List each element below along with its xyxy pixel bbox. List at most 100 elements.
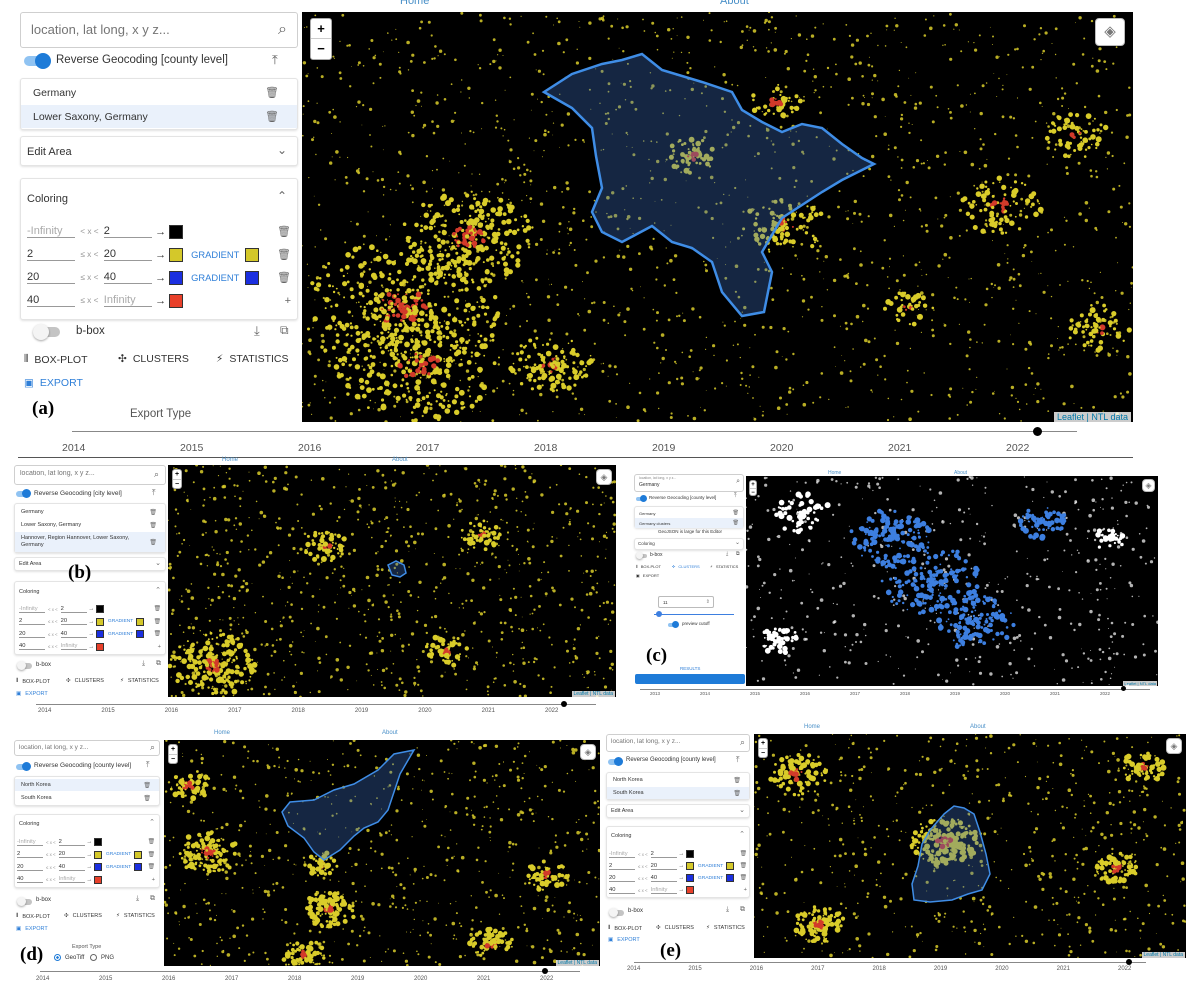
- timeline-year[interactable]: 2017: [416, 442, 440, 454]
- download-icon[interactable]: ⤓: [254, 323, 260, 338]
- trash-icon[interactable]: 🗑: [153, 618, 161, 625]
- timeline-year[interactable]: 2019: [652, 442, 676, 454]
- layers-button[interactable]: ◈: [1095, 18, 1125, 46]
- rule-to-input[interactable]: 2: [650, 851, 677, 858]
- gradient-label[interactable]: GRADIENT: [697, 875, 724, 881]
- timeline-year[interactable]: 2015: [180, 442, 204, 454]
- search-box[interactable]: ⌕: [20, 12, 298, 48]
- gradient-color-swatch[interactable]: [136, 617, 145, 626]
- download-icon[interactable]: ⤓: [726, 551, 729, 557]
- rule-from-input[interactable]: 2: [19, 618, 45, 626]
- region-item[interactable]: Hannover, Region Hannover, Lower Saxony,…: [15, 532, 165, 552]
- trash-icon[interactable]: 🗑: [277, 249, 291, 261]
- reverse-geocoding-toggle[interactable]: [608, 757, 623, 766]
- zoom-in-button[interactable]: +: [750, 482, 756, 489]
- rule-color-swatch[interactable]: [169, 270, 184, 285]
- cutoff-slider[interactable]: [654, 614, 734, 615]
- trash-icon[interactable]: 🗑: [143, 795, 151, 802]
- zoom-in-button[interactable]: +: [759, 740, 767, 749]
- rule-color-swatch[interactable]: [169, 247, 184, 262]
- box-plot-button[interactable]: ⫴ BOX-PLOT: [16, 678, 51, 685]
- region-item[interactable]: South Korea 🗑: [607, 787, 749, 799]
- gradient-color-swatch[interactable]: [134, 850, 143, 859]
- timeline-track[interactable]: [634, 962, 1146, 963]
- map-attribution[interactable]: Leaflet | NTL data: [571, 691, 615, 697]
- trash-icon[interactable]: 🗑: [143, 782, 151, 789]
- map-attribution[interactable]: Leaflet | NTL data: [1141, 952, 1185, 958]
- timeline-year[interactable]: 2015: [101, 708, 115, 714]
- nav-home[interactable]: Home: [214, 730, 231, 736]
- chevron-down-icon[interactable]: ⌄: [155, 560, 161, 567]
- timeline-year[interactable]: 2014: [38, 708, 52, 714]
- timeline-year[interactable]: 2020: [1000, 691, 1011, 696]
- gradient-label[interactable]: GRADIENT: [105, 864, 132, 870]
- trash-icon[interactable]: 🗑: [149, 539, 157, 546]
- timeline-year[interactable]: 2022: [540, 976, 554, 982]
- nav-home[interactable]: Home: [804, 724, 821, 730]
- timeline-year[interactable]: 2015: [99, 976, 113, 982]
- timeline-year[interactable]: 2017: [811, 966, 825, 972]
- timeline-year[interactable]: 2016: [164, 708, 179, 714]
- region-item[interactable]: Germany 🗑: [635, 508, 743, 518]
- timeline-year[interactable]: 2014: [62, 442, 86, 454]
- timeline-handle[interactable]: [561, 701, 567, 707]
- trash-icon[interactable]: 🗑: [147, 864, 155, 871]
- copy-icon[interactable]: ⧉: [736, 551, 740, 557]
- region-item[interactable]: North Korea 🗑: [607, 774, 749, 786]
- bbox-toggle[interactable]: [17, 897, 32, 906]
- layers-button[interactable]: ◈: [596, 469, 612, 485]
- clusters-button[interactable]: ✣ CLUSTERS: [64, 913, 102, 919]
- gradient-label[interactable]: GRADIENT: [191, 272, 240, 283]
- timeline-year[interactable]: 2021: [481, 708, 495, 714]
- timeline-year[interactable]: 2016: [162, 976, 176, 982]
- nav-home[interactable]: Home: [222, 457, 239, 463]
- timeline-year[interactable]: 2016: [749, 966, 764, 972]
- timeline-year[interactable]: 2018: [291, 708, 305, 714]
- chevron-up-icon[interactable]: ⌃: [155, 587, 161, 594]
- region-item[interactable]: Lower Saxony, Germany 🗑: [15, 519, 165, 531]
- gradient-label[interactable]: GRADIENT: [105, 852, 132, 858]
- timeline-handle[interactable]: [1121, 686, 1126, 691]
- chevron-down-icon[interactable]: ⌄: [734, 540, 740, 546]
- gradient-color-swatch[interactable]: [726, 874, 735, 882]
- zoom-in-button[interactable]: +: [173, 471, 181, 480]
- rule-to-input[interactable]: 20: [650, 863, 677, 870]
- upload-icon[interactable]: ⤒: [146, 760, 150, 769]
- stepper-icon[interactable]: ⇕: [705, 599, 710, 605]
- rule-to-input[interactable]: 2: [103, 225, 152, 238]
- timeline-year[interactable]: 2019: [950, 691, 961, 696]
- search-icon[interactable]: ⌕: [739, 737, 745, 747]
- timeline-year[interactable]: 2017: [228, 708, 242, 714]
- rule-from-input[interactable]: 20: [609, 875, 635, 882]
- nav-about[interactable]: About: [954, 470, 968, 476]
- box-plot-button[interactable]: ⫴ BOX-PLOT: [16, 913, 51, 920]
- search-icon[interactable]: ⌕: [153, 469, 159, 479]
- rule-to-input[interactable]: 20: [103, 248, 152, 261]
- chevron-up-icon[interactable]: ⌃: [739, 831, 745, 838]
- clusters-button[interactable]: ✣ CLUSTERS: [118, 353, 189, 365]
- search-box[interactable]: ⌕: [14, 465, 166, 485]
- preview-cutoff-toggle[interactable]: [668, 621, 679, 628]
- gradient-label[interactable]: GRADIENT: [191, 249, 240, 260]
- timeline-year[interactable]: 2019: [351, 976, 365, 982]
- timeline-year[interactable]: 2018: [534, 442, 558, 454]
- trash-icon[interactable]: 🗑: [739, 851, 747, 857]
- zoom-out-button[interactable]: −: [170, 756, 176, 763]
- export-button[interactable]: ▣ EXPORT: [16, 691, 48, 697]
- region-item[interactable]: Germany 🗑: [21, 81, 297, 104]
- map-attribution[interactable]: Leaflet | NTL data: [1053, 412, 1131, 422]
- region-item[interactable]: Lower Saxony, Germany 🗑: [21, 105, 297, 128]
- search-input[interactable]: [19, 744, 142, 751]
- timeline-year[interactable]: 2020: [418, 708, 432, 714]
- trash-icon[interactable]: 🗑: [732, 510, 739, 516]
- rule-from-input[interactable]: 2: [17, 851, 43, 859]
- timeline-year[interactable]: 2020: [770, 442, 794, 454]
- search-box[interactable]: ⌕: [606, 734, 750, 752]
- timeline-year[interactable]: 2017: [850, 691, 861, 696]
- edit-area-accordion[interactable]: Edit Area ⌄: [20, 136, 298, 166]
- coloring-accordion[interactable]: Coloring ⌄: [634, 538, 744, 550]
- zoom-out-button[interactable]: −: [174, 481, 180, 488]
- zoom-in-button[interactable]: +: [169, 746, 177, 755]
- add-icon[interactable]: +: [157, 643, 161, 650]
- edit-area-accordion[interactable]: Edit Area ⌄: [14, 557, 166, 571]
